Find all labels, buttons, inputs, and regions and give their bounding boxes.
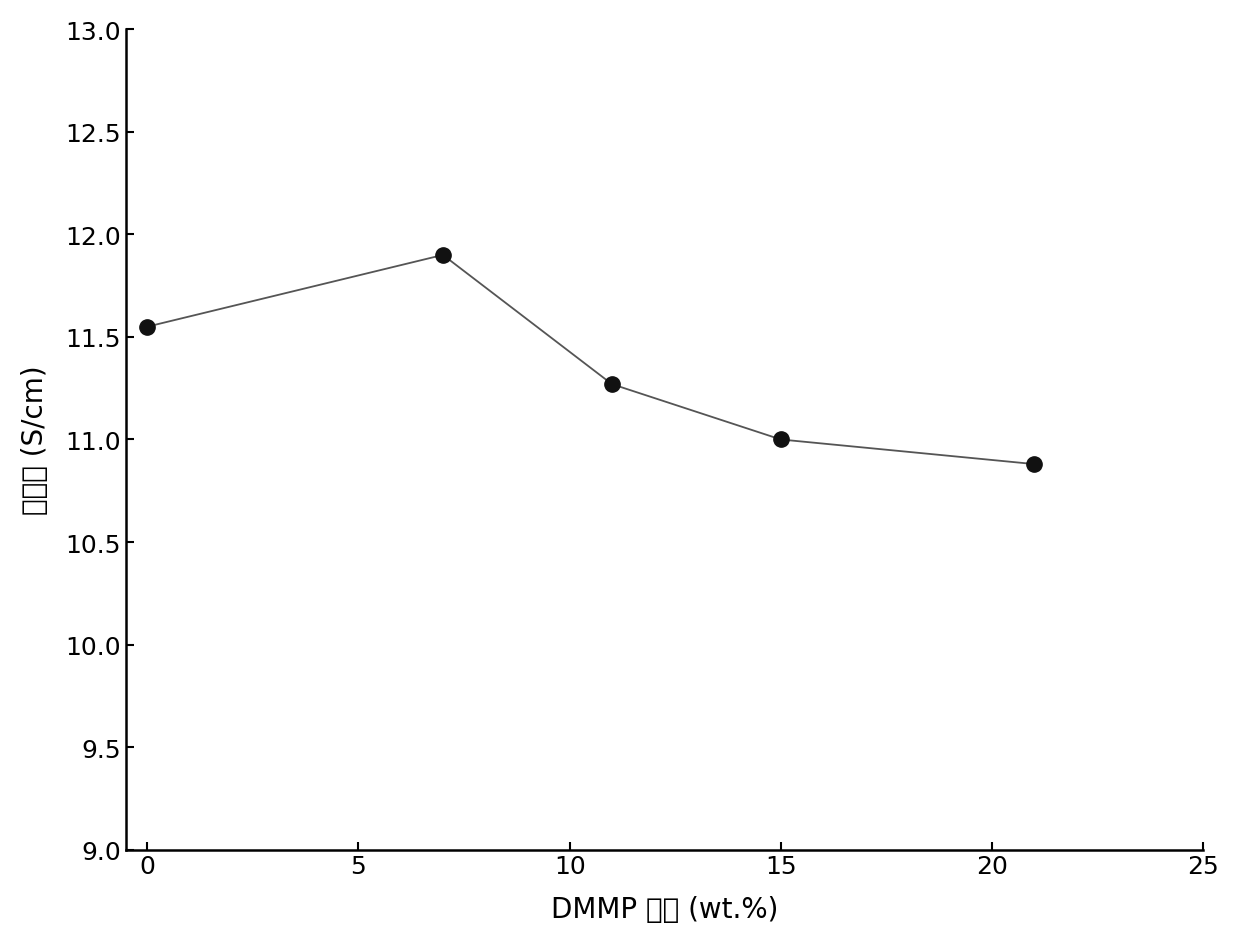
Y-axis label: 电导率 (S/cm): 电导率 (S/cm) (21, 365, 48, 514)
X-axis label: DMMP 含量 (wt.%): DMMP 含量 (wt.%) (551, 895, 779, 923)
